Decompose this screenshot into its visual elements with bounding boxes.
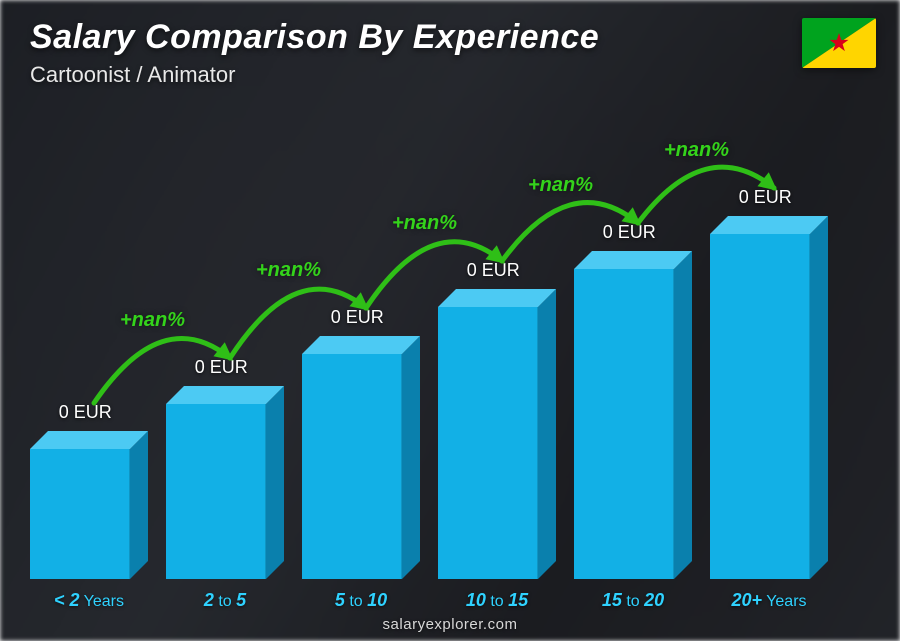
bar-value-label: 0 EUR xyxy=(739,187,792,208)
bar-front xyxy=(302,354,402,579)
bar-top xyxy=(30,431,148,449)
bar: 0 EUR5 to 10 xyxy=(302,354,402,579)
country-flag-icon xyxy=(802,18,876,68)
chart-subtitle: Cartoonist / Animator xyxy=(30,62,235,88)
bar: 0 EUR15 to 20 xyxy=(574,269,674,579)
bar-top xyxy=(302,336,420,354)
bar-value-label: 0 EUR xyxy=(467,260,520,281)
bar: 0 EUR< 2 Years xyxy=(30,449,130,579)
growth-label: +nan% xyxy=(392,212,457,235)
bar: 0 EUR10 to 15 xyxy=(438,307,538,579)
bar-side xyxy=(402,336,420,579)
growth-label: +nan% xyxy=(256,259,321,282)
bar-front xyxy=(30,449,130,579)
bar-front xyxy=(438,307,538,579)
bar-front xyxy=(574,269,674,579)
bar-category-label: 5 to 10 xyxy=(302,590,420,611)
chart-container: Salary Comparison By Experience Cartooni… xyxy=(0,0,900,641)
bar-side xyxy=(130,431,148,579)
bar-value-label: 0 EUR xyxy=(331,307,384,328)
bar-category-label: < 2 Years xyxy=(30,590,148,611)
bar-chart: 0 EUR< 2 Years 0 EUR2 to 5 0 EUR5 to 10 0 E… xyxy=(30,110,850,579)
growth-label: +nan% xyxy=(528,174,593,197)
bar-category-label: 10 to 15 xyxy=(438,590,556,611)
bar-category-label: 15 to 20 xyxy=(574,590,692,611)
bar-value-label: 0 EUR xyxy=(603,222,656,243)
bar: 0 EUR20+ Years xyxy=(710,234,810,579)
chart-title: Salary Comparison By Experience xyxy=(30,18,599,57)
watermark-text: salaryexplorer.com xyxy=(383,616,518,633)
growth-label: +nan% xyxy=(664,139,729,162)
bar-side xyxy=(266,386,284,579)
bar-side xyxy=(538,289,556,579)
bar: 0 EUR2 to 5 xyxy=(166,404,266,579)
bar-category-label: 20+ Years xyxy=(710,590,828,611)
growth-label: +nan% xyxy=(120,309,185,332)
bar-category-label: 2 to 5 xyxy=(166,590,284,611)
bar-side xyxy=(810,216,828,579)
bar-front xyxy=(166,404,266,579)
bar-top xyxy=(574,251,692,269)
bar-front xyxy=(710,234,810,579)
bar-value-label: 0 EUR xyxy=(59,402,112,423)
bar-top xyxy=(438,289,556,307)
bar-top xyxy=(166,386,284,404)
bar-side xyxy=(674,251,692,579)
bar-top xyxy=(710,216,828,234)
bar-value-label: 0 EUR xyxy=(195,357,248,378)
